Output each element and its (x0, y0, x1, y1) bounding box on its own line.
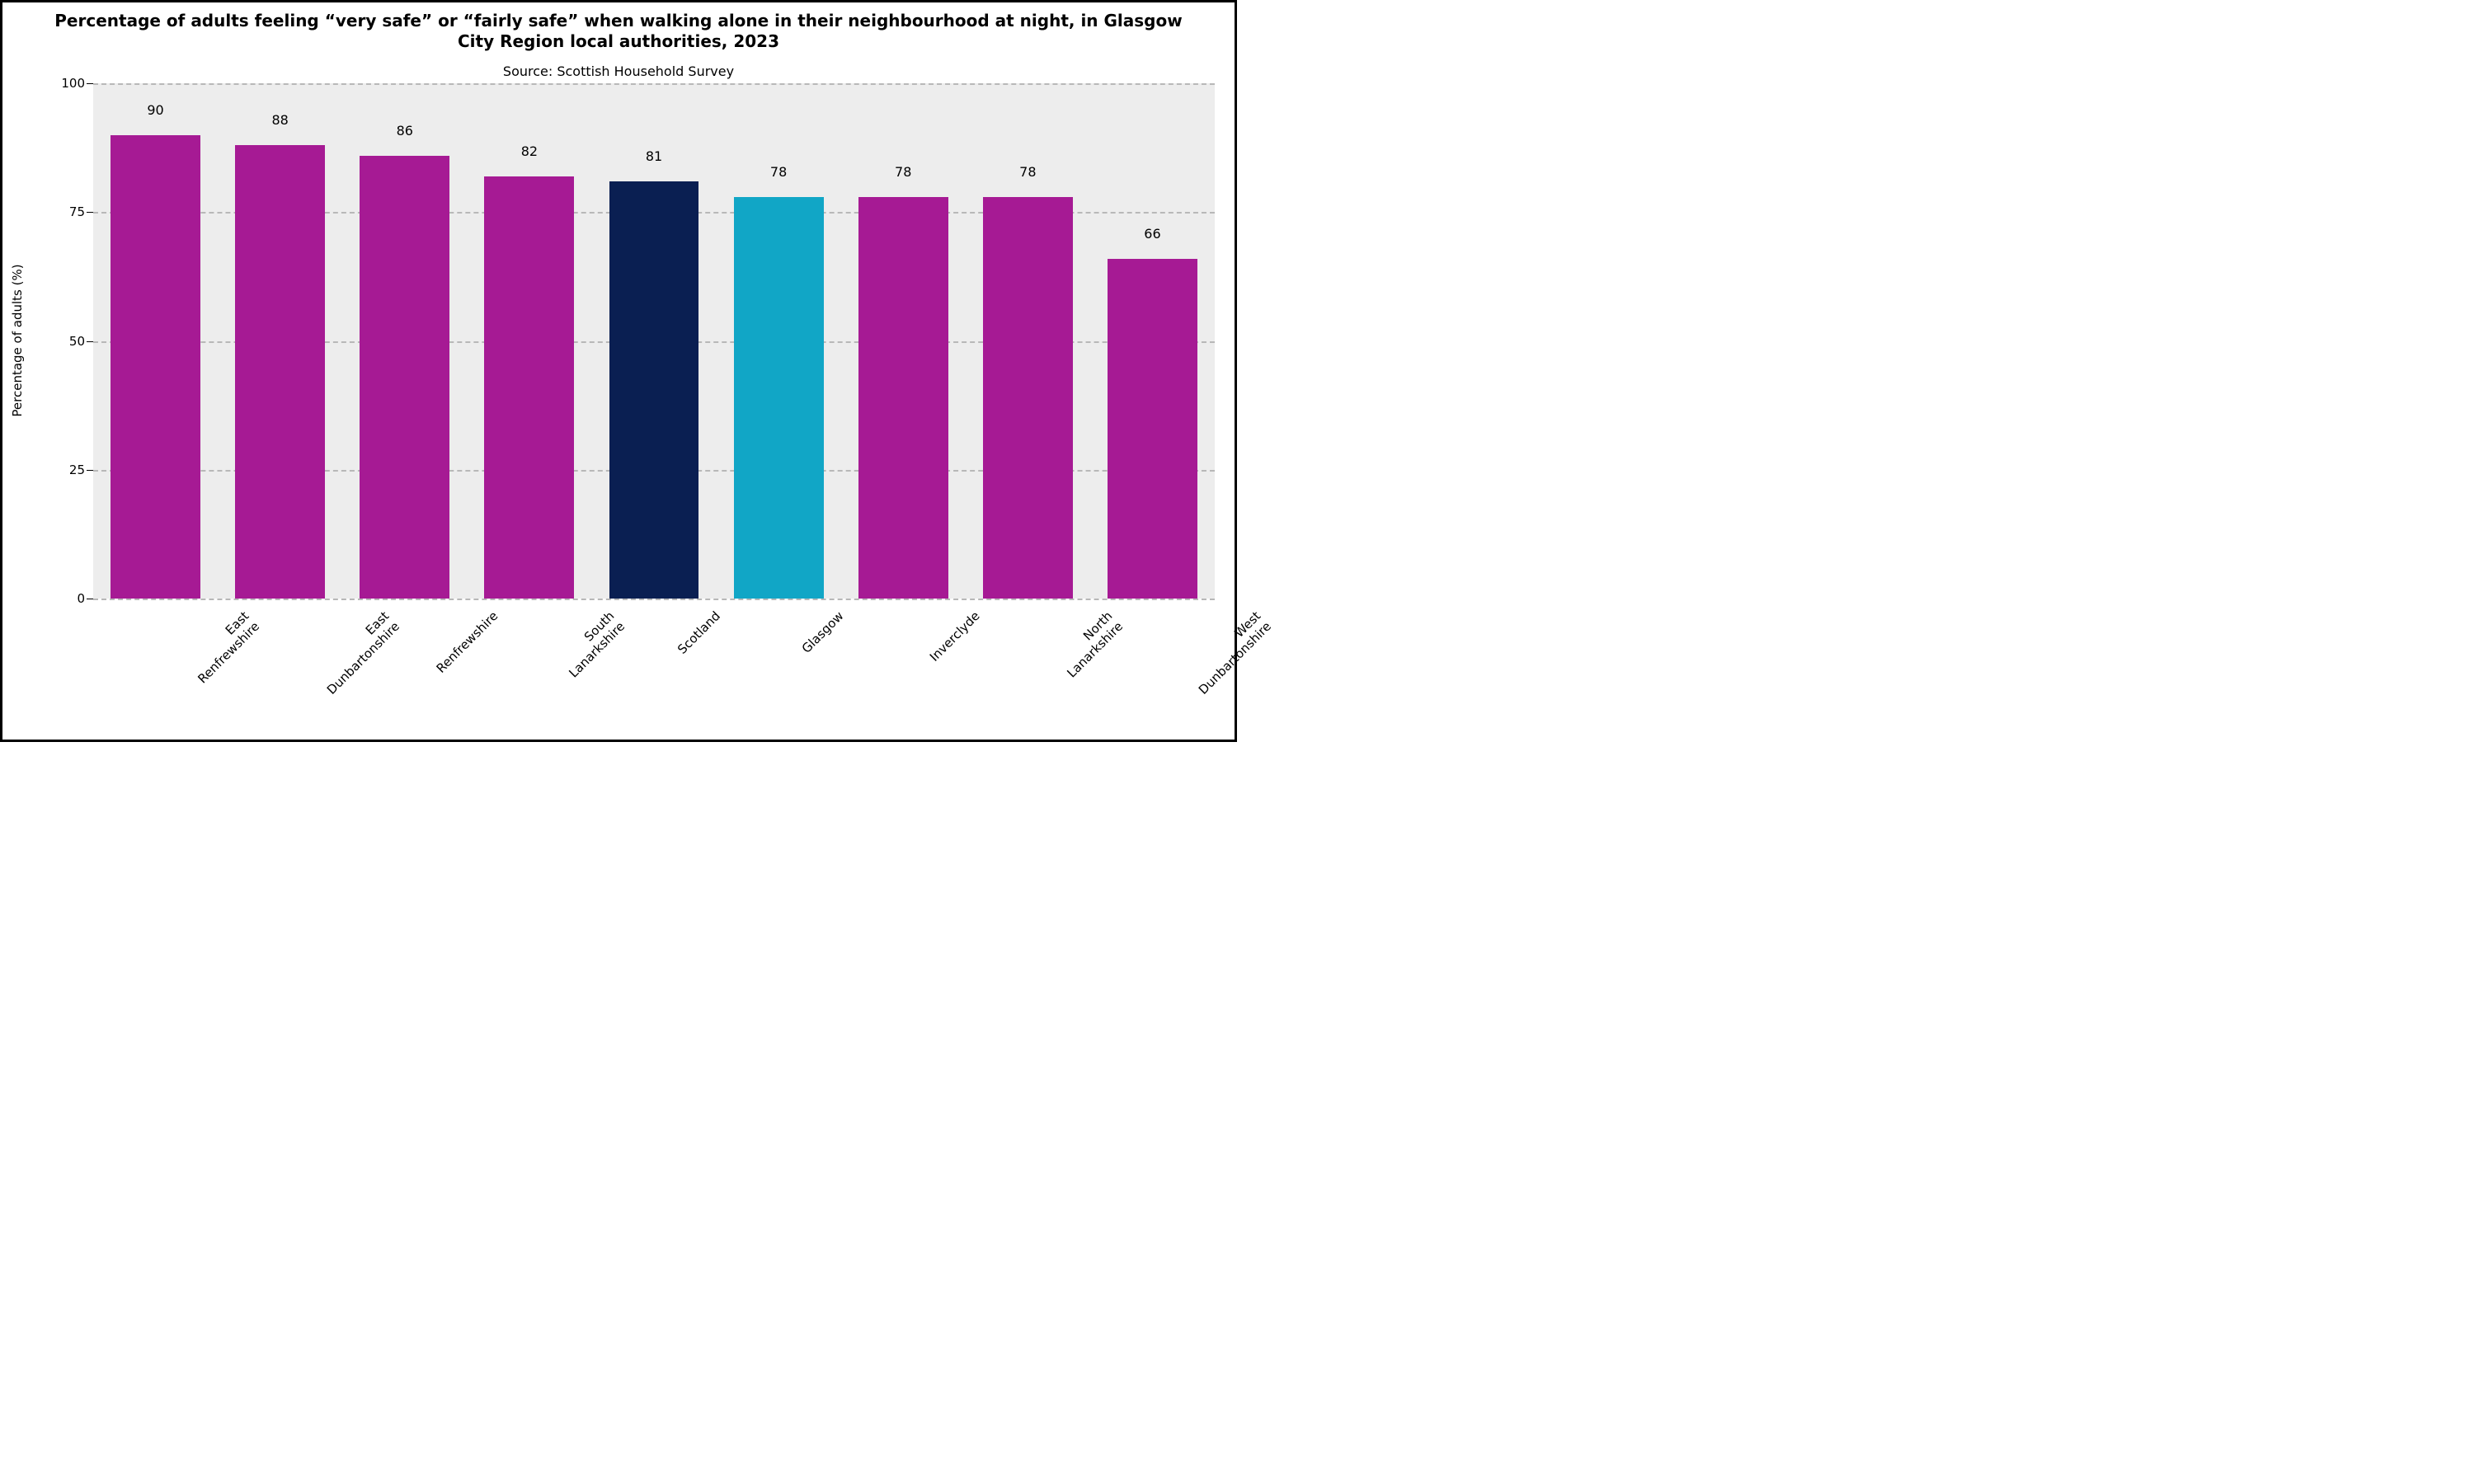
x-tick-label: WestDunbartonshire (1186, 608, 1275, 697)
grid-line (93, 83, 1215, 85)
x-tick-label: EastDunbartonshire (313, 608, 402, 697)
bar (484, 176, 574, 599)
y-tick-label: 75 (52, 204, 85, 219)
bar (1108, 259, 1197, 599)
chart-title: Percentage of adults feeling “very safe”… (2, 11, 1235, 52)
bar (734, 197, 824, 599)
y-tick-label: 100 (52, 76, 85, 91)
y-tick-label: 50 (52, 334, 85, 349)
bar-value-label: 86 (397, 123, 413, 139)
bar (983, 197, 1073, 599)
x-tick-label: NorthLanarkshire (1054, 608, 1126, 680)
x-tick-label: Inverclyde (927, 608, 983, 665)
bar-value-label: 78 (895, 164, 911, 180)
x-tick-label: EastRenfrewshire (184, 608, 262, 687)
chart-frame: Percentage of adults feeling “very safe”… (0, 0, 1237, 742)
bar (360, 156, 449, 599)
plot-area: 90 88 86 82 81 78 78 78 66 (93, 83, 1215, 599)
y-tick-mark (87, 341, 93, 342)
x-tick-label: Scotland (675, 608, 723, 657)
x-tick-label: SouthLanarkshire (556, 608, 628, 680)
bar-value-label: 66 (1144, 226, 1160, 242)
bar-value-label: 78 (770, 164, 787, 180)
bar (235, 145, 325, 599)
x-tick-label: Renfrewshire (433, 608, 501, 676)
chart-subtitle: Source: Scottish Household Survey (2, 63, 1235, 79)
y-tick-mark (87, 470, 93, 471)
bar-value-label: 78 (1019, 164, 1036, 180)
bar (609, 181, 699, 599)
y-tick-label: 0 (52, 591, 85, 606)
bar-value-label: 81 (646, 148, 662, 164)
y-tick-mark (87, 212, 93, 213)
bar-value-label: 90 (147, 102, 163, 118)
bar-value-label: 88 (271, 112, 288, 128)
grid-line (93, 599, 1215, 600)
x-tick-label: Glasgow (799, 608, 847, 656)
bar (858, 197, 948, 599)
bar-value-label: 82 (521, 143, 538, 159)
y-tick-label: 25 (52, 463, 85, 477)
y-axis-label: Percentage of adults (%) (10, 217, 25, 464)
bar (111, 135, 200, 599)
y-tick-mark (87, 83, 93, 84)
